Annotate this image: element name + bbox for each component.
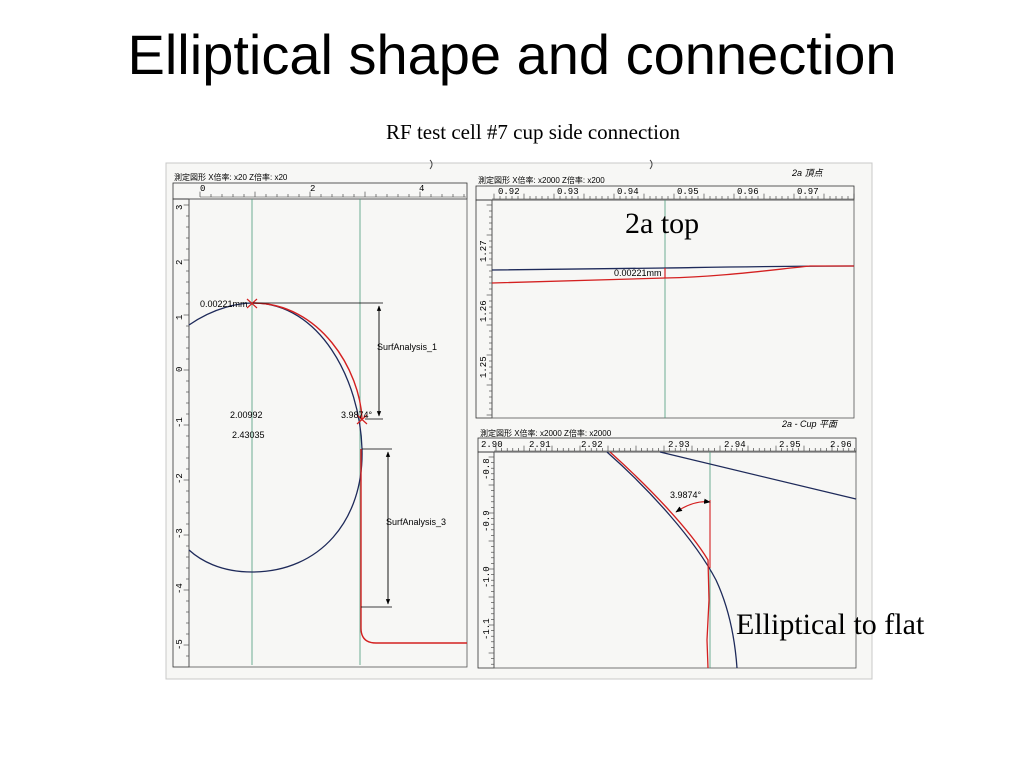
- left-y-tick: 3: [175, 205, 185, 210]
- tr-x-tick: 0.96: [737, 187, 759, 197]
- left-x-tick: 0: [200, 184, 205, 194]
- tr-y-tick: 1.25: [479, 356, 489, 378]
- br-x-tick: 2.93: [668, 440, 690, 450]
- tr-x-tick: 0.93: [557, 187, 579, 197]
- br-tangent-line: [659, 451, 857, 500]
- br-x-tick: 2.95: [779, 440, 801, 450]
- left-y-tick: -5: [175, 639, 185, 650]
- left-label-surf1: SurfAnalysis_1: [377, 342, 437, 352]
- ellipse-fit-arc: [252, 302, 363, 420]
- br-x-tick: 2.90: [481, 440, 503, 450]
- left-panel-header: 測定図形 X倍率: x20 Z倍率: x20: [174, 172, 288, 182]
- left-label-a: 2.00992: [230, 410, 263, 420]
- left-panel: 測定図形 X倍率: x20 Z倍率: x20 0 2 4 3 2 1 0 -1 …: [172, 172, 468, 668]
- left-y-tick: -4: [175, 583, 185, 594]
- left-x-tick: 2: [310, 184, 315, 194]
- slide-subtitle: RF test cell #7 cup side connection: [386, 120, 680, 144]
- left-y-tick: -1: [175, 417, 185, 428]
- tr-y-tick: 1.27: [479, 240, 489, 262]
- left-x-tick: 4: [419, 184, 424, 194]
- bottom-right-panel: 2a - Cup 平面 測定図形 X倍率: x2000 Z倍率: x2000 2…: [477, 419, 857, 669]
- tr-x-tick: 0.95: [677, 187, 699, 197]
- left-label-angle: 3.9874°: [341, 410, 373, 420]
- top-right-panel: 測定図形 X倍率: x2000 Z倍率: x200 2a 頂点 0.92 0.9…: [475, 168, 855, 419]
- left-y-tick: 2: [175, 260, 185, 265]
- left-y-tick: -2: [175, 473, 185, 484]
- left-y-tick: -3: [175, 528, 185, 539]
- br-x-tick: 2.96: [830, 440, 852, 450]
- left-y-tick: 1: [175, 315, 185, 320]
- tr-y-tick: 1.26: [479, 300, 489, 322]
- top-right-header: 測定図形 X倍率: x2000 Z倍率: x200: [478, 175, 605, 185]
- tr-x-tick: 0.92: [498, 187, 520, 197]
- bottom-right-note: 2a - Cup 平面: [781, 419, 839, 429]
- flat-connection: [360, 449, 467, 644]
- br-x-tick: 2.91: [529, 440, 551, 450]
- br-y-tick: -0.8: [482, 458, 492, 480]
- left-label-surf3: SurfAnalysis_3: [386, 517, 446, 527]
- br-y-tick: -1.1: [482, 618, 492, 640]
- slide-title: Elliptical shape and connection: [127, 23, 897, 86]
- br-ellipse-profile: [606, 451, 738, 669]
- br-y-tick: -0.9: [482, 510, 492, 532]
- br-fit: [609, 451, 710, 669]
- left-label-top: 0.00221mm: [200, 299, 248, 309]
- callout-2a-top: 2a top: [625, 207, 700, 240]
- br-label: 3.9874°: [670, 490, 702, 500]
- scan-paper: [165, 162, 873, 680]
- br-x-tick: 2.92: [581, 440, 603, 450]
- br-y-tick: -1.0: [482, 566, 492, 588]
- left-y-tick: 0: [175, 367, 185, 372]
- tr-x-tick: 0.97: [797, 187, 819, 197]
- callout-elliptical-to-flat: Elliptical to flat: [736, 608, 925, 641]
- tr-x-tick: 0.94: [617, 187, 639, 197]
- bottom-right-header: 測定図形 X倍率: x2000 Z倍率: x2000: [480, 428, 612, 438]
- tr-label: 0.00221mm: [614, 268, 662, 278]
- left-label-b: 2.43035: [232, 430, 265, 440]
- br-x-tick: 2.94: [724, 440, 746, 450]
- top-right-note: 2a 頂点: [791, 168, 824, 178]
